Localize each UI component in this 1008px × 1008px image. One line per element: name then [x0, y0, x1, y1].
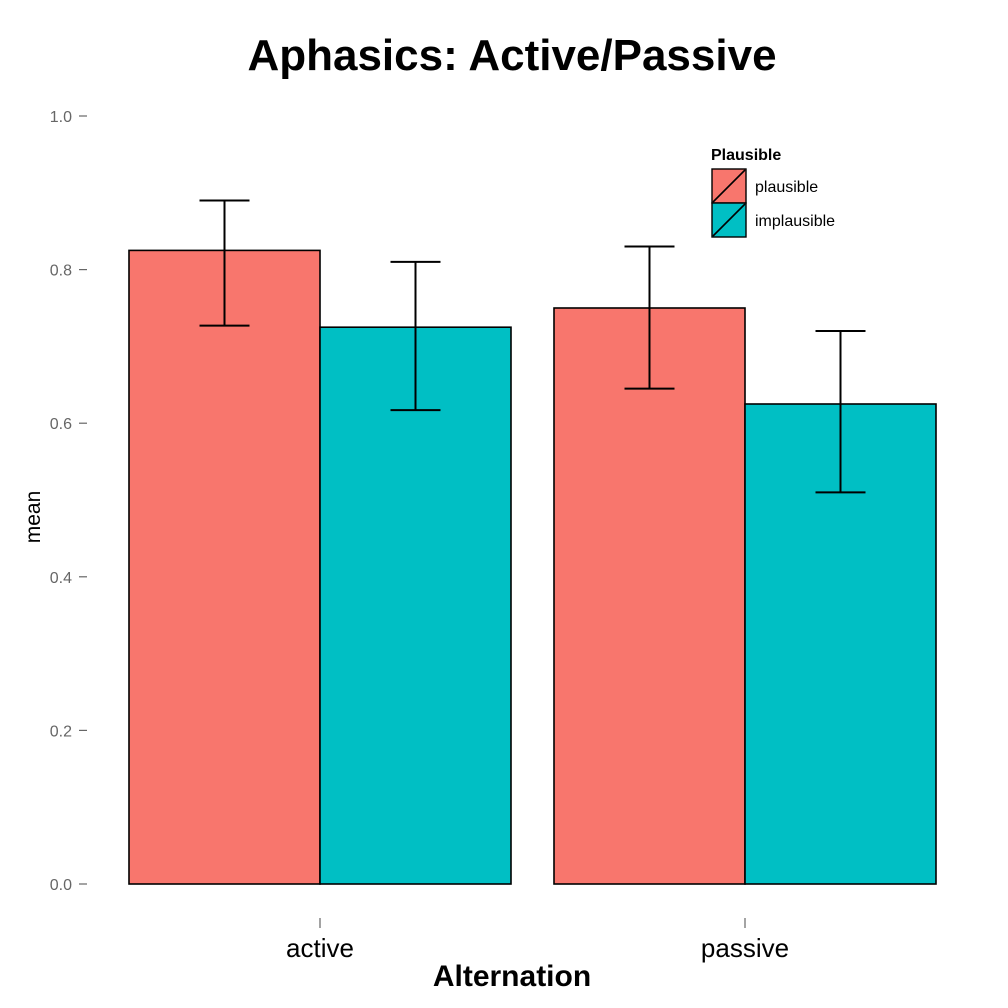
bar-plausible-passive [553, 307, 746, 885]
x-tick-label: active [286, 933, 354, 963]
legend-key-slash-plausible [712, 169, 746, 203]
legend-label-plausible: plausible [755, 179, 818, 196]
legend-key-slash-implausible [712, 203, 746, 237]
y-tick-label: 0.0 [50, 877, 72, 894]
y-axis: 0.0 0.2 0.4 0.6 0.8 1.0 [50, 109, 87, 894]
y-axis-title: mean [22, 491, 45, 544]
error-bars-group [199, 199, 866, 494]
y-tick-label: 0.4 [50, 570, 72, 587]
legend-title: Plausible [711, 147, 781, 164]
legend-label-implausible: implausible [755, 213, 835, 230]
x-tick-label: passive [701, 933, 789, 963]
chart-title: Aphasics: Active/Passive [247, 31, 776, 80]
y-tick-label: 1.0 [50, 109, 72, 126]
x-axis-title: Alternation [433, 960, 591, 993]
bar-implausible-active [319, 326, 512, 885]
legend: Plausible plausible implausible [711, 147, 835, 238]
bars-group [128, 249, 937, 885]
y-tick-label: 0.8 [50, 263, 72, 280]
x-axis: active passive [286, 918, 789, 963]
bar-plausible-active [128, 249, 321, 885]
y-tick-label: 0.6 [50, 416, 72, 433]
y-tick-label: 0.2 [50, 723, 72, 740]
